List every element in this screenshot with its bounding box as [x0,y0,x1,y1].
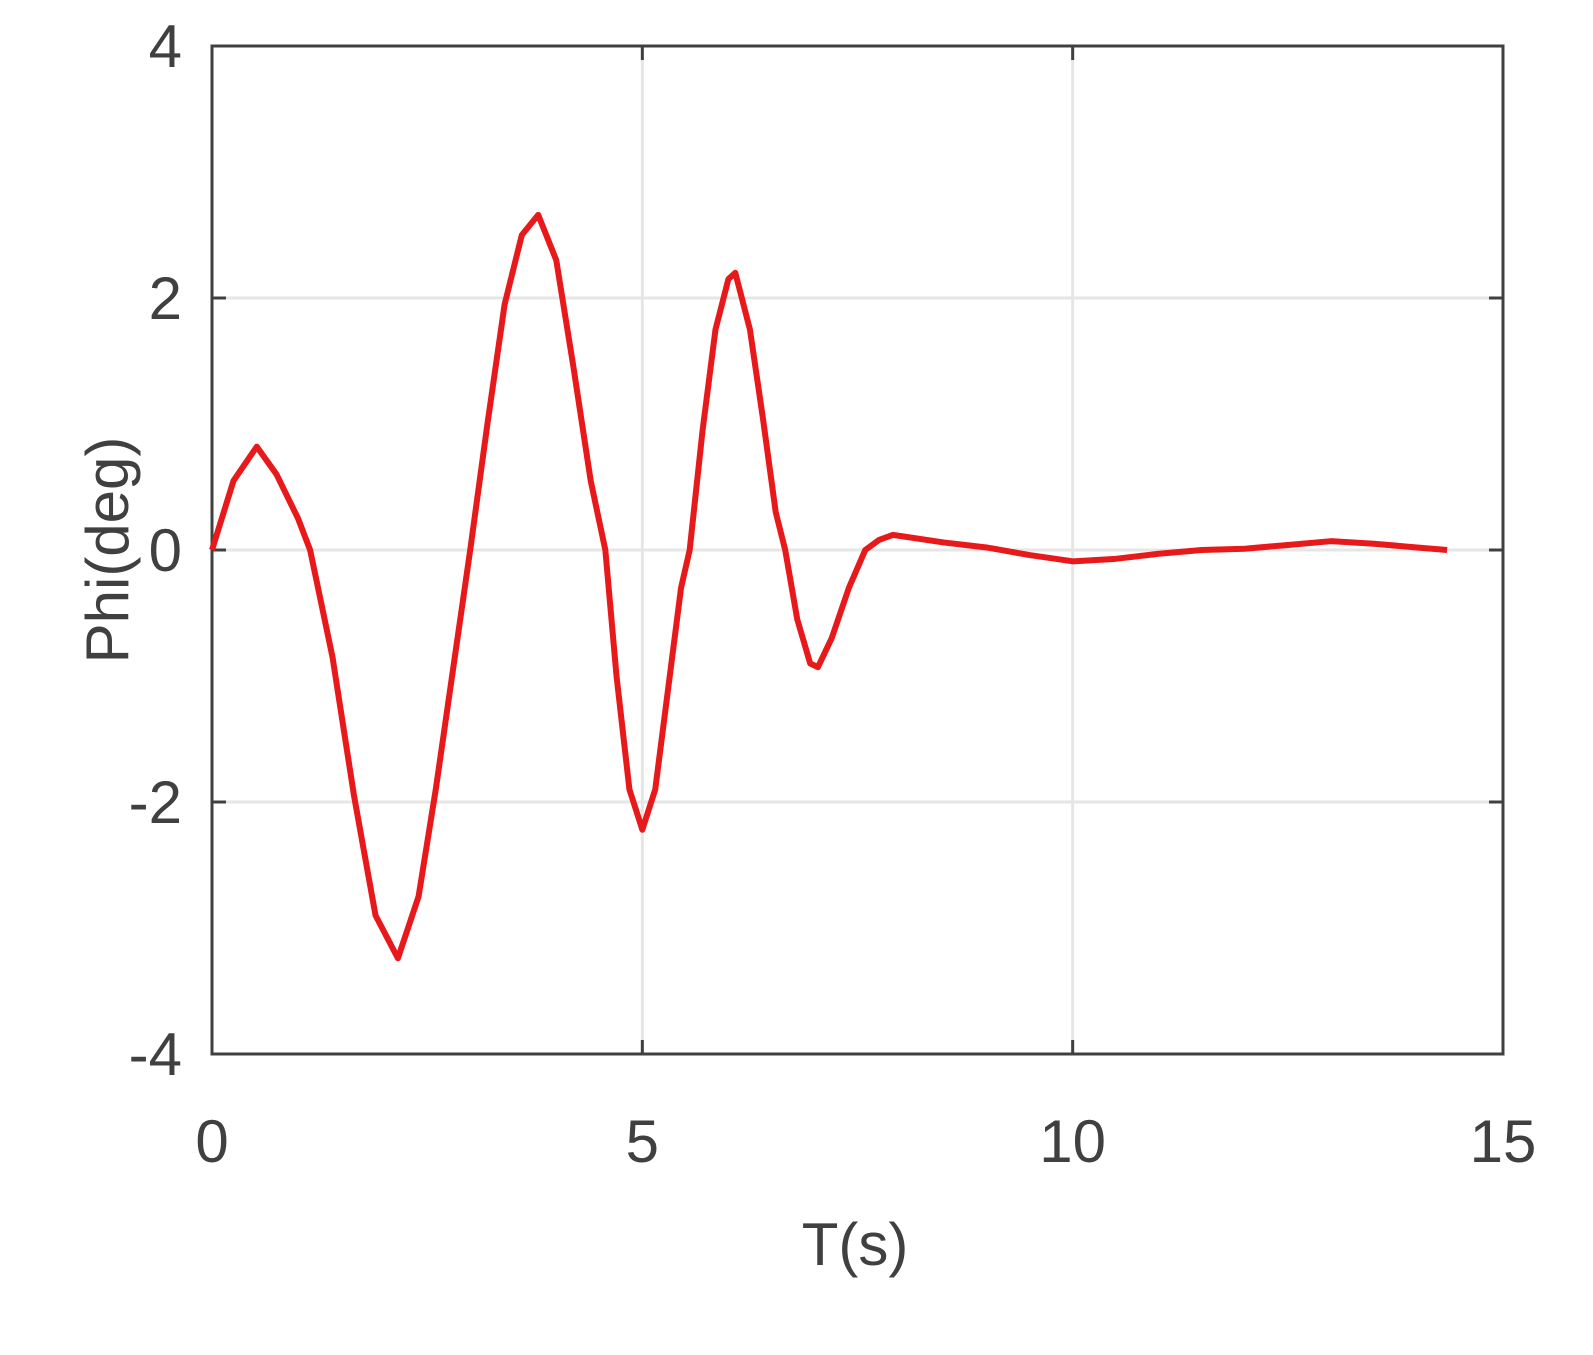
y-tick-label: 2 [149,265,182,332]
y-axis-label: Phi(deg) [74,437,141,664]
x-tick-label: 10 [1039,1108,1106,1175]
x-tick-label: 5 [626,1108,659,1175]
x-tick-label: 15 [1470,1108,1537,1175]
y-tick-label: 4 [149,13,182,80]
x-tick-label: 0 [195,1108,228,1175]
y-tick-label: -2 [129,769,182,836]
y-tick-label: -4 [129,1021,182,1088]
data-line [209,211,1448,962]
y-tick-label: 0 [149,517,182,584]
x-axis-label: T(s) [802,1211,909,1278]
